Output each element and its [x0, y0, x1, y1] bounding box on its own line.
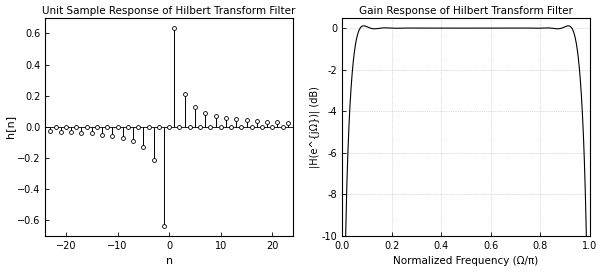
X-axis label: Normalized Frequency (Ω/π): Normalized Frequency (Ω/π) [393, 256, 538, 267]
Y-axis label: |H(e^{jΩ})| (dB): |H(e^{jΩ})| (dB) [310, 86, 320, 168]
X-axis label: n: n [166, 256, 172, 267]
Y-axis label: h[n]: h[n] [5, 115, 16, 138]
Title: Unit Sample Response of Hilbert Transform Filter: Unit Sample Response of Hilbert Transfor… [42, 5, 296, 16]
Title: Gain Response of Hilbert Transform Filter: Gain Response of Hilbert Transform Filte… [359, 5, 573, 16]
